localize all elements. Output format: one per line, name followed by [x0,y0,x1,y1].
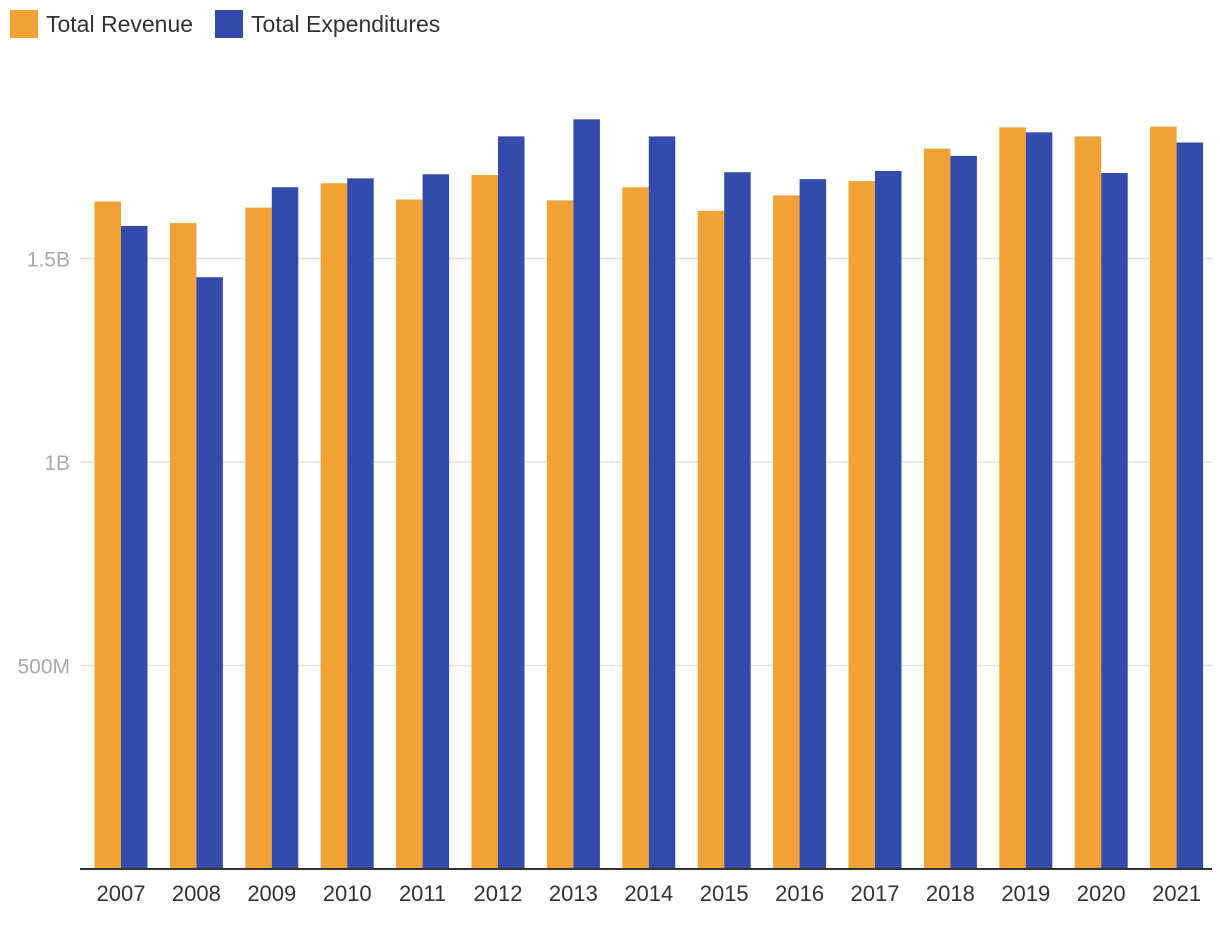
bar-revenue-2014[interactable] [622,187,649,869]
bar-revenue-2007[interactable] [94,201,122,869]
bar-revenue-2012[interactable] [471,175,499,869]
x-tick-label: 2016 [775,881,824,906]
x-tick-label: 2007 [97,881,146,906]
bar-revenue-2016[interactable] [773,195,800,870]
bar-revenue-2021[interactable] [1150,126,1177,869]
bar-expenditures-2011[interactable] [422,174,450,870]
bar-expenditures-2014[interactable] [648,136,676,869]
bars [94,119,1204,870]
x-tick-label: 2017 [851,881,900,906]
bar-expenditures-2021[interactable] [1176,142,1204,869]
bar-revenue-2019[interactable] [999,127,1026,870]
legend: Total Revenue Total Expenditures [10,10,462,38]
legend-item-expenditures[interactable]: Total Expenditures [215,10,440,38]
bar-expenditures-2018[interactable] [950,155,977,869]
bar-expenditures-2019[interactable] [1025,132,1053,869]
y-tick-label: 1B [44,452,70,475]
y-axis-ticks: 500M 1B 1.5B [17,249,70,679]
bar-revenue-2015[interactable] [697,210,725,870]
x-tick-label: 2012 [474,881,523,906]
bar-expenditures-2017[interactable] [875,170,902,869]
bar-revenue-2013[interactable] [546,200,574,869]
x-tick-label: 2013 [549,881,598,906]
bar-revenue-2009[interactable] [245,207,272,869]
x-tick-label: 2015 [700,881,749,906]
bar-revenue-2008[interactable] [169,223,197,869]
y-tick-label: 500M [17,656,70,679]
x-tick-label: 2014 [624,881,673,906]
bar-expenditures-2020[interactable] [1101,173,1128,869]
bar-expenditures-2009[interactable] [271,187,299,869]
y-tick-label: 1.5B [27,249,70,272]
legend-item-revenue[interactable]: Total Revenue [10,10,193,38]
x-tick-label: 2010 [323,881,372,906]
x-tick-label: 2009 [247,881,296,906]
legend-swatch-revenue [10,10,38,38]
bar-revenue-2011[interactable] [396,199,423,870]
bar-expenditures-2015[interactable] [724,172,751,869]
x-tick-label: 2021 [1152,881,1201,906]
bar-revenue-2010[interactable] [320,183,348,869]
x-tick-label: 2020 [1077,881,1126,906]
x-axis-ticks: 2007 2008 2009 2010 2011 2012 2013 2014 2015 2016… [97,881,1202,906]
bar-expenditures-2013[interactable] [573,119,600,869]
legend-label-revenue: Total Revenue [46,10,194,37]
legend-swatch-expenditures [215,10,244,38]
bar-expenditures-2010[interactable] [347,178,374,870]
x-tick-label: 2008 [172,881,221,906]
legend-label-expenditures: Total Expenditures [251,10,441,37]
x-tick-label: 2019 [1001,881,1050,906]
bar-expenditures-2016[interactable] [799,179,827,869]
bar-revenue-2020[interactable] [1074,136,1102,869]
bar-revenue-2018[interactable] [923,148,951,870]
x-tick-label: 2011 [399,881,446,906]
bar-expenditures-2007[interactable] [121,225,148,869]
x-tick-label: 2018 [926,881,975,906]
bar-revenue-2017[interactable] [848,181,876,870]
bar-expenditures-2008[interactable] [196,277,223,869]
bar-expenditures-2012[interactable] [498,136,525,869]
